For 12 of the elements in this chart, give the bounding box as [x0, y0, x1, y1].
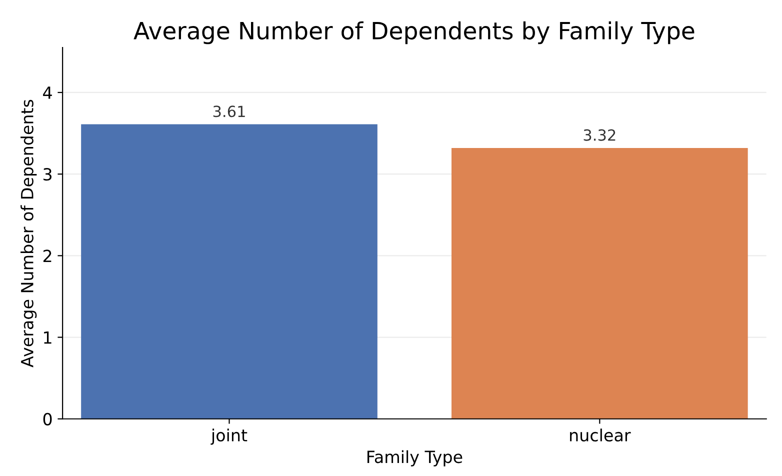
- y-tick-label: 2: [43, 250, 52, 262]
- x-axis-title: Family Type: [367, 450, 462, 466]
- data-label: 3.32: [584, 129, 616, 141]
- y-tick-label: 3: [44, 168, 52, 181]
- x-tick-label: nuclear: [570, 428, 631, 442]
- data-label: 3.61: [213, 106, 245, 118]
- y-tick-label: 1: [44, 331, 52, 344]
- x-tick-label: joint: [210, 428, 248, 445]
- chart-title: Average Number of Dependents by Family Type: [134, 21, 694, 44]
- y-tick-label: 0: [43, 412, 52, 426]
- y-tick-label: 4: [43, 86, 52, 99]
- y-axis-title: Average Number of Dependents: [20, 100, 37, 368]
